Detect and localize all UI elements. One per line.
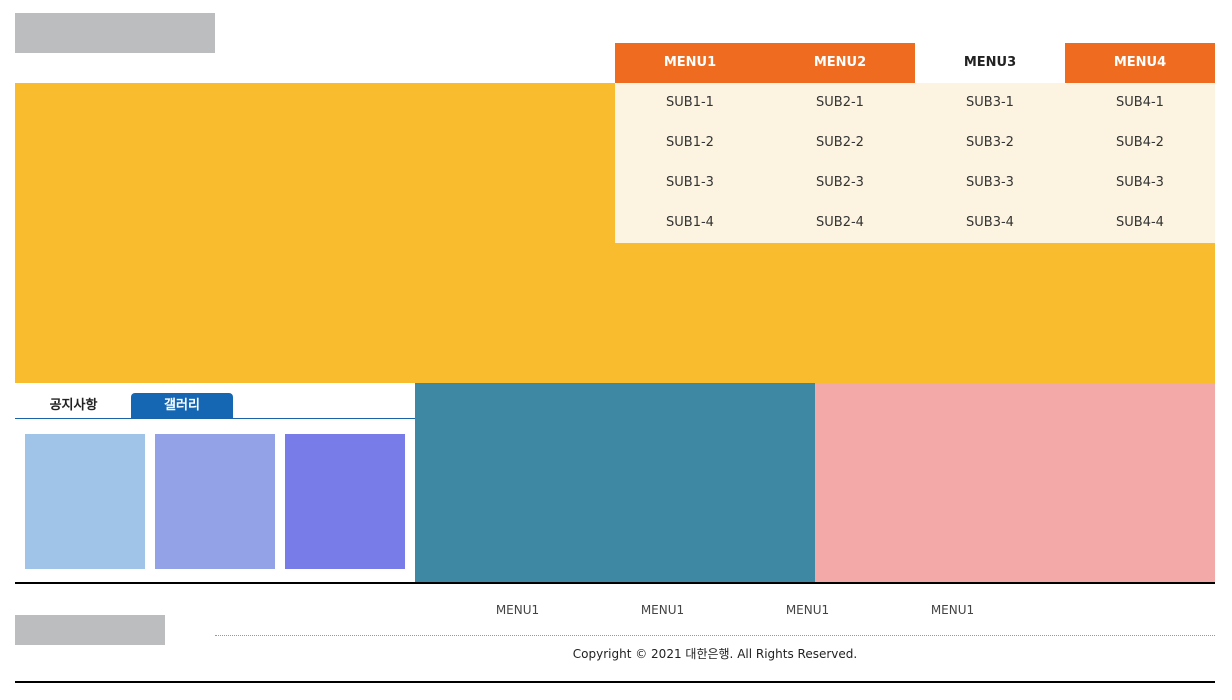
- banner-box-teal[interactable]: [415, 383, 815, 583]
- submenu-column-4: SUB4-1 SUB4-2 SUB4-3 SUB4-4: [1065, 83, 1215, 243]
- submenu-item[interactable]: SUB2-1: [816, 95, 864, 110]
- submenu-item[interactable]: SUB2-2: [816, 135, 864, 150]
- tab-bar: 공지사항 갤러리: [15, 393, 415, 419]
- submenu-column-3: SUB3-1 SUB3-2 SUB3-3 SUB3-4: [915, 83, 1065, 243]
- submenu-item[interactable]: SUB4-1: [1116, 95, 1164, 110]
- submenu-item[interactable]: SUB3-2: [966, 135, 1014, 150]
- gallery-thumbnail-2[interactable]: [155, 434, 275, 569]
- nav-menu4[interactable]: MENU4: [1065, 43, 1215, 83]
- submenu-item[interactable]: SUB1-1: [666, 95, 714, 110]
- notice-gallery-section: 공지사항 갤러리: [15, 383, 415, 583]
- submenu-item[interactable]: SUB4-3: [1116, 175, 1164, 190]
- tab-gallery[interactable]: 갤러리: [131, 393, 233, 418]
- main-navigation: MENU1 MENU2 MENU3 MENU4: [615, 43, 1215, 83]
- footer-logo[interactable]: [15, 615, 165, 645]
- nav-menu1[interactable]: MENU1: [615, 43, 765, 83]
- footer-divider-top: [15, 582, 1215, 584]
- submenu-column-1: SUB1-1 SUB1-2 SUB1-3 SUB1-4: [615, 83, 765, 243]
- nav-menu2[interactable]: MENU2: [765, 43, 915, 83]
- footer-divider-bottom: [15, 681, 1215, 683]
- submenu-item[interactable]: SUB1-2: [666, 135, 714, 150]
- footer-menu: MENU1 MENU1 MENU1 MENU1: [215, 599, 1215, 636]
- gallery-thumbnail-3[interactable]: [285, 434, 405, 569]
- submenu-dropdown: SUB1-1 SUB1-2 SUB1-3 SUB1-4 SUB2-1 SUB2-…: [615, 83, 1215, 243]
- footer-link[interactable]: MENU1: [785, 603, 830, 617]
- footer-link[interactable]: MENU1: [495, 603, 540, 617]
- footer-link[interactable]: MENU1: [640, 603, 685, 617]
- submenu-item[interactable]: SUB1-4: [666, 215, 714, 230]
- copyright-text: Copyright © 2021 대한은행. All Rights Reserv…: [572, 647, 858, 661]
- banner-box-pink[interactable]: [815, 383, 1215, 583]
- submenu-item[interactable]: SUB1-3: [666, 175, 714, 190]
- submenu-item[interactable]: SUB3-1: [966, 95, 1014, 110]
- submenu-item[interactable]: SUB2-4: [816, 215, 864, 230]
- submenu-item[interactable]: SUB3-3: [966, 175, 1014, 190]
- submenu-item[interactable]: SUB2-3: [816, 175, 864, 190]
- submenu-item[interactable]: SUB4-4: [1116, 215, 1164, 230]
- gallery-thumbnail-1[interactable]: [25, 434, 145, 569]
- footer-link[interactable]: MENU1: [930, 603, 975, 617]
- nav-menu3[interactable]: MENU3: [915, 43, 1065, 83]
- submenu-column-2: SUB2-1 SUB2-2 SUB2-3 SUB2-4: [765, 83, 915, 243]
- submenu-item[interactable]: SUB3-4: [966, 215, 1014, 230]
- submenu-item[interactable]: SUB4-2: [1116, 135, 1164, 150]
- tab-notice[interactable]: 공지사항: [49, 398, 98, 413]
- site-logo[interactable]: [15, 13, 215, 53]
